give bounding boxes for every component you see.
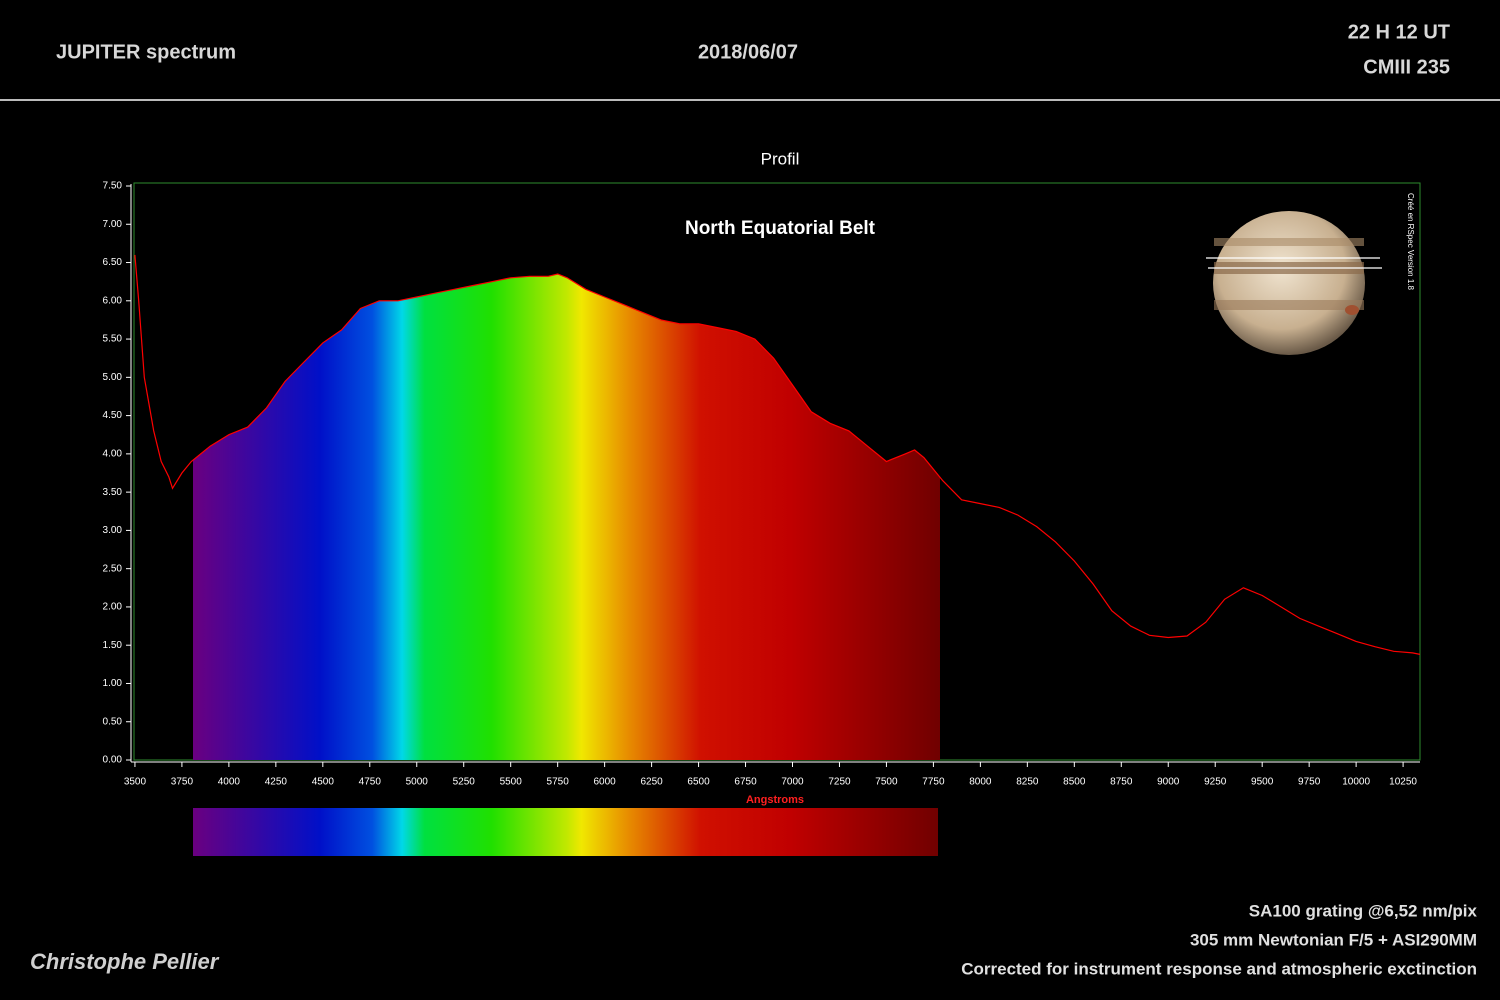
x-tick-label: 10250	[1389, 777, 1417, 788]
x-axis-label: Angstroms	[746, 794, 804, 806]
y-tick-label: 5.50	[103, 334, 123, 345]
x-tick-label: 9000	[1157, 777, 1180, 788]
jupiter-image	[1206, 211, 1382, 355]
y-tick-label: 1.00	[103, 678, 123, 689]
x-tick-label: 5250	[453, 777, 476, 788]
y-tick-label: 3.50	[103, 487, 123, 498]
x-tick-label: 9500	[1251, 777, 1274, 788]
x-tick-label: 9250	[1204, 777, 1227, 788]
x-tick-label: 8750	[1110, 777, 1133, 788]
x-tick-label: 5750	[547, 777, 570, 788]
y-tick-label: 0.50	[103, 716, 123, 727]
header-date: 2018/06/07	[698, 41, 798, 63]
credit: Créé en RSpec Version 1.8	[1406, 193, 1415, 290]
y-tick-label: 2.50	[103, 563, 123, 574]
band	[1214, 300, 1364, 310]
plot: 0.00 0.50 1.00 1.50 2.00 2.50 3.00 3.50 4.00 4.50…	[103, 181, 1421, 788]
header-cm: CMIII 235	[1363, 56, 1450, 78]
band	[1214, 238, 1364, 246]
x-tick-label: 6500	[687, 777, 710, 788]
footer-line: 305 mm Newtonian F/5 + ASI290MM	[1190, 930, 1477, 949]
x-tick-label: 8500	[1063, 777, 1086, 788]
y-tick-label: 5.00	[103, 372, 123, 383]
x-tick-label: 4500	[312, 777, 335, 788]
x-tick-label: 4250	[265, 777, 288, 788]
y-tick-label: 3.00	[103, 525, 123, 536]
x-tick-label: 8000	[969, 777, 992, 788]
footer-line: Corrected for instrument response and at…	[961, 959, 1477, 978]
spectrum-strip	[193, 808, 938, 856]
y-tick-label: 2.00	[103, 602, 123, 613]
annotation: North Equatorial Belt	[685, 218, 876, 239]
y-tick-label: 4.50	[103, 410, 123, 421]
footer-line: SA100 grating @6,52 nm/pix	[1249, 901, 1478, 920]
x-tick-label: 6250	[640, 777, 663, 788]
x-tick-label: 6000	[594, 777, 617, 788]
x-tick-label: 3750	[171, 777, 194, 788]
y-tick-label: 6.00	[103, 295, 123, 306]
spectrum-fill	[193, 274, 940, 760]
x-tick-label: 9750	[1298, 777, 1321, 788]
author: Christophe Pellier	[30, 949, 220, 974]
x-tick-label: 4750	[359, 777, 382, 788]
y-tick-label: 7.00	[103, 219, 123, 230]
y-tick-label: 6.50	[103, 257, 123, 268]
x-tick-label: 7500	[875, 777, 898, 788]
x-tick-label: 5000	[406, 777, 429, 788]
x-tick-label: 6750	[734, 777, 757, 788]
x-tick-label: 4000	[218, 777, 241, 788]
x-tick-label: 3500	[124, 777, 147, 788]
x-tick-label: 7000	[781, 777, 804, 788]
x-tick-label: 8250	[1016, 777, 1039, 788]
chart-title: Profil	[761, 149, 800, 168]
x-tick-label: 7250	[828, 777, 851, 788]
x-tick-label: 10000	[1342, 777, 1370, 788]
header-time: 22 H 12 UT	[1348, 21, 1450, 43]
y-tick-label: 4.00	[103, 449, 123, 460]
red-spot	[1345, 305, 1359, 315]
header-title: JUPITER spectrum	[56, 41, 236, 63]
y-tick-label: 7.50	[103, 181, 123, 192]
x-tick-label: 5500	[500, 777, 523, 788]
y-tick-label: 0.00	[103, 755, 123, 766]
x-tick-label: 7750	[922, 777, 945, 788]
y-tick-label: 1.50	[103, 640, 123, 651]
spectrum-line	[134, 254, 1421, 655]
planet	[1213, 211, 1365, 355]
